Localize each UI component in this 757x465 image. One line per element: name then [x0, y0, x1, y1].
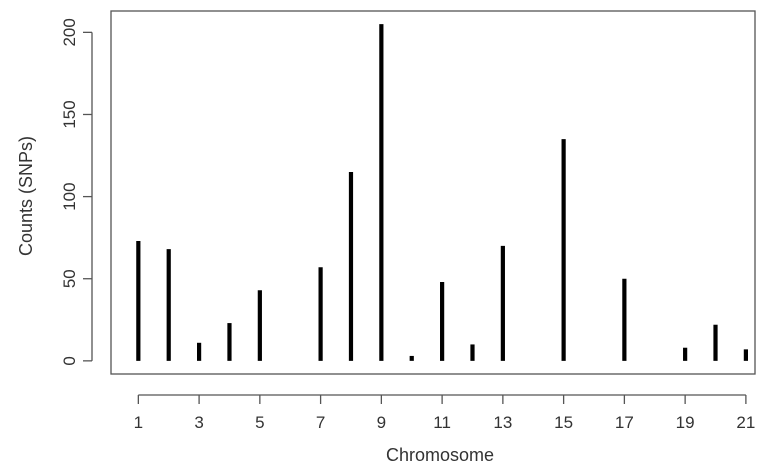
- x-tick-label: 7: [316, 413, 325, 432]
- bars-group: [136, 24, 748, 361]
- y-tick-label: 200: [60, 18, 79, 46]
- x-axis-title: Chromosome: [386, 445, 494, 465]
- x-tick-label: 13: [493, 413, 512, 432]
- x-tick-label: 21: [736, 413, 755, 432]
- y-tick-label: 0: [60, 356, 79, 365]
- x-tick-label: 11: [433, 413, 451, 432]
- x-tick-label: 15: [554, 413, 573, 432]
- y-tick-label: 50: [60, 269, 79, 288]
- x-tick-label: 3: [194, 413, 203, 432]
- x-tick-label: 5: [255, 413, 264, 432]
- y-axis-title: Counts (SNPs): [16, 136, 36, 256]
- x-tick-label: 9: [377, 413, 386, 432]
- x-tick-label: 17: [615, 413, 634, 432]
- x-tick-label: 19: [676, 413, 695, 432]
- x-axis: 1 3 5 7 9 11 13 15 17 19 21: [134, 394, 755, 432]
- plot-frame: [110, 10, 756, 375]
- y-axis: 0 50 100 150 200: [60, 18, 93, 366]
- x-tick-label: 1: [134, 413, 143, 432]
- y-tick-label: 100: [60, 182, 79, 210]
- y-tick-label: 150: [60, 100, 79, 128]
